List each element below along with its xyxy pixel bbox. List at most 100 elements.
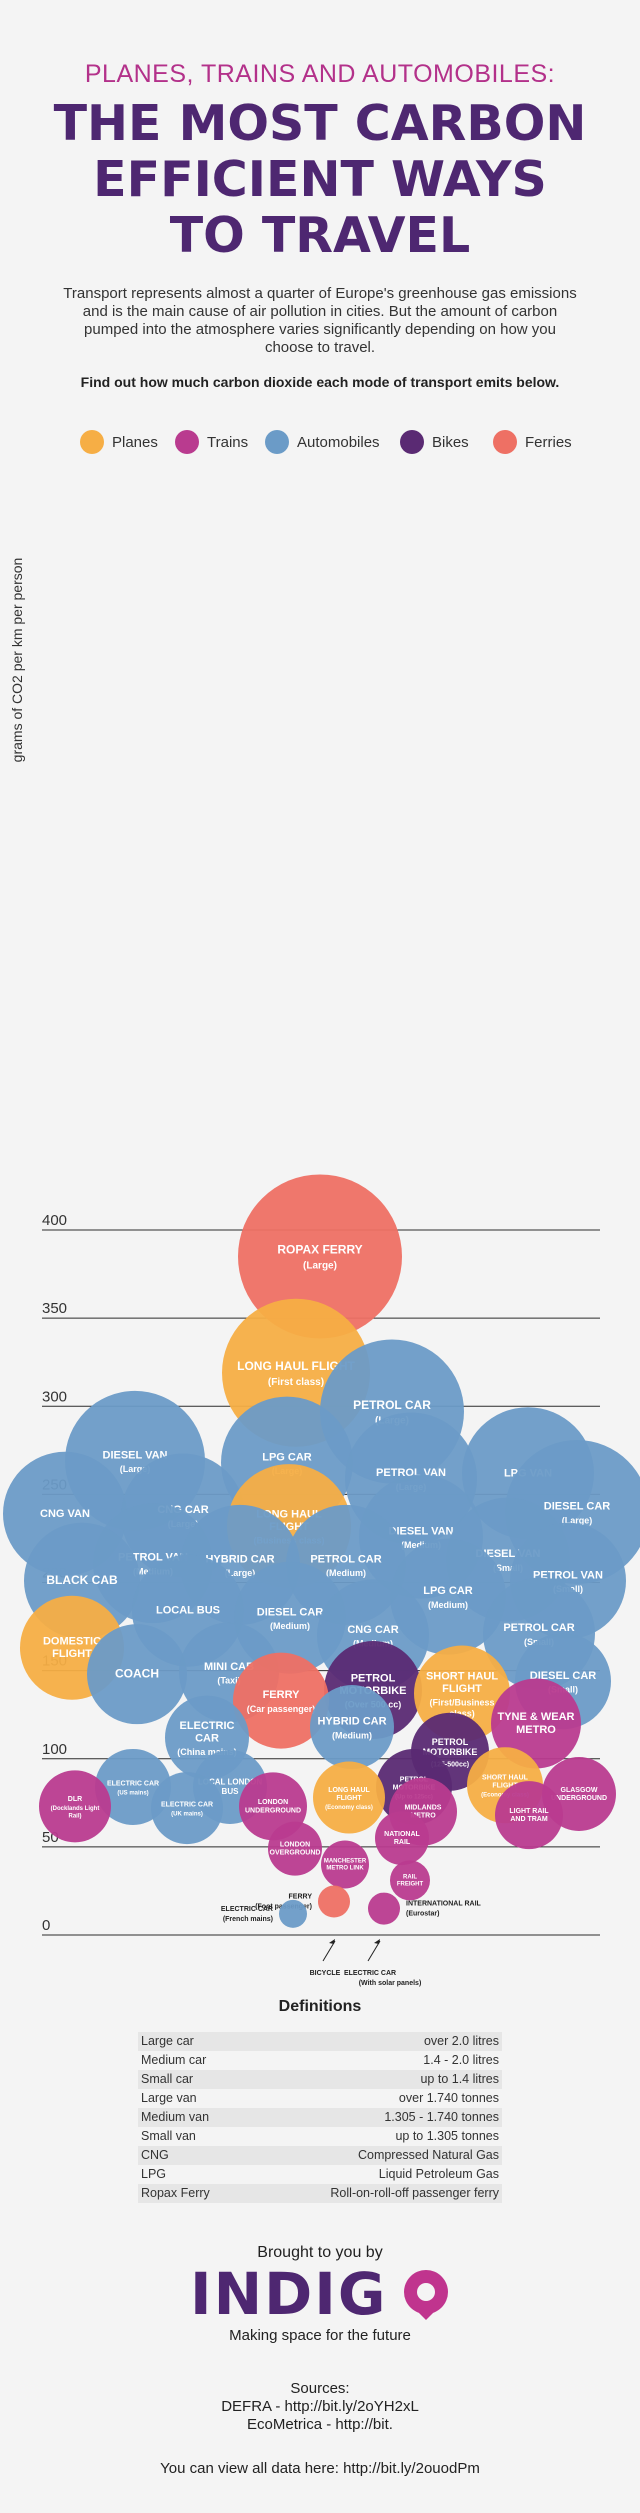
bubble-label: ELECTRIC	[180, 1720, 235, 1732]
bubble-circle	[321, 1840, 369, 1889]
bubble-sublabel: (Large)	[120, 1464, 151, 1474]
bubble-ropax-ferry-large: ROPAX FERRY (Large)	[238, 1174, 402, 1339]
bubble-label: FLIGHT	[442, 1683, 482, 1695]
bubble-label: PETROL	[432, 1737, 469, 1747]
definition-term: CNG	[141, 2148, 169, 2162]
bubble-circle	[375, 1811, 429, 1866]
bubble-circle	[233, 1652, 329, 1749]
bubble-label: INTERNATIONAL RAIL	[406, 1901, 482, 1908]
bubble-sublabel: class)	[449, 1709, 475, 1719]
bubble-bicycle: BICYCLE	[310, 1939, 341, 1977]
definition-term: Small van	[141, 2129, 196, 2143]
bubble-label: ELECTRIC CAR	[221, 1906, 273, 1913]
legend-item-automobiles: Automobiles	[265, 430, 380, 454]
definition-term: Small car	[141, 2072, 194, 2086]
title-line-3: TO TRAVEL	[169, 207, 471, 264]
bubble-sublabel: (Taxi)	[217, 1676, 240, 1686]
definition-value: 1.305 - 1.740 tonnes	[384, 2110, 499, 2124]
bubble-international-rail-eurostar: INTERNATIONAL RAIL (Eurostar)	[368, 1892, 482, 1925]
bubble-sublabel: (Eurostar)	[406, 1911, 439, 1918]
definition-row: Small car up to 1.4 litres	[138, 2070, 502, 2089]
bubble-sublabel: (Medium)	[332, 1730, 372, 1740]
bubble-sublabel: (Economy class)	[325, 1805, 373, 1811]
arrow-icon	[374, 1939, 380, 1944]
view-all-data[interactable]: You can view all data here: http://bit.l…	[160, 2460, 480, 2477]
bubble-sublabel: (UK mains)	[171, 1811, 203, 1817]
bubble-electric-car-uk-mains: ELECTRIC CAR (UK mains)	[151, 1772, 223, 1845]
legend-item-bikes: Bikes	[400, 430, 469, 454]
legend-swatch	[175, 430, 199, 454]
bubble-label: ROPAX FERRY	[277, 1243, 362, 1257]
bubble-sublabel: (Small)	[493, 1563, 523, 1573]
bubble-label: LONG HAUL	[328, 1787, 370, 1794]
bubble-label: LOCAL BUS	[156, 1605, 220, 1617]
definition-row: Large van over 1.740 tonnes	[138, 2089, 502, 2108]
definition-term: Ropax Ferry	[141, 2186, 210, 2200]
bubble-label: DIESEL CAR	[544, 1501, 610, 1513]
bubble-label: SHORT HAUL	[482, 1774, 529, 1781]
bubble-label: UNDERGROUND	[245, 1807, 301, 1814]
definition-value: Compressed Natural Gas	[357, 2148, 499, 2162]
definition-term: Large van	[141, 2091, 197, 2105]
definition-term: Medium car	[141, 2053, 207, 2067]
intro-text: Transport represents almost a quarter of…	[63, 285, 577, 356]
bubble-label: MANCHESTER	[324, 1859, 367, 1865]
pointer-line	[367, 1940, 381, 1962]
sources-title: Sources:	[290, 2380, 350, 2397]
bubble-sublabel: (First/Business	[429, 1698, 494, 1708]
bubble-sublabel: (Car passenger)	[247, 1704, 316, 1714]
bubble-label: NATIONAL	[384, 1831, 420, 1838]
bubble-label: COACH	[115, 1666, 159, 1680]
bubble-label: LONG HAUL FLIGHT	[237, 1359, 355, 1373]
bubble-sublabel: (Large)	[225, 1568, 256, 1578]
legend-label: Ferries	[525, 433, 572, 451]
bubble-label: TYNE & WEAR	[498, 1711, 575, 1723]
bubble-label: DLR	[68, 1796, 82, 1803]
bubble-hybrid-car-medium: HYBRID CAR (Medium)	[310, 1685, 394, 1770]
bubble-electric-car-french-mains: ELECTRIC CAR (French mains)	[221, 1899, 307, 1928]
definition-row: CNG Compressed Natural Gas	[138, 2146, 502, 2165]
bubble-label: FLIGHT	[336, 1795, 362, 1802]
bubble-label: SHORT HAUL	[426, 1670, 498, 1682]
sources: Sources: DEFRA - http://bit.ly/2oYH2xL E…	[0, 2380, 640, 2434]
source-defra[interactable]: DEFRA - http://bit.ly/2oYH2xL	[221, 2398, 419, 2415]
bubble-label: PETROL CAR	[353, 1398, 431, 1412]
y-tick-label: 100	[42, 1741, 67, 1758]
legend-item-ferries: Ferries	[493, 430, 572, 454]
bubble-label: DIESEL VAN	[103, 1450, 168, 1462]
definition-value: up to 1.4 litres	[420, 2072, 499, 2086]
bubble-sublabel: (125-500cc)	[431, 1762, 469, 1769]
source-ecometrica[interactable]: EcoMetrica - http://bit.	[247, 2416, 393, 2433]
bubble-electric-car-with-solar-panels: ELECTRIC CAR (With solar panels)	[344, 1939, 421, 1987]
legend-swatch	[80, 430, 104, 454]
bubble-label: LONDON	[258, 1799, 288, 1806]
bubble-chart: 050100150200250300350400grams of CO2 per…	[3, 558, 640, 1987]
bubble-sublabel: (China mains)	[177, 1747, 237, 1757]
bubble-label: PETROL CAR	[310, 1554, 381, 1566]
bubble-circle	[310, 1685, 394, 1770]
bubble-label: LPG CAR	[423, 1585, 473, 1597]
y-tick-label: 300	[42, 1388, 67, 1405]
bubble-label: LPG CAR	[262, 1451, 312, 1463]
legend-label: Planes	[112, 433, 158, 451]
kicker-title: PLANES, TRAINS AND AUTOMOBILES:	[84, 60, 556, 88]
bubble-label: MINI CAB	[204, 1661, 254, 1673]
definition-value: over 1.740 tonnes	[398, 2091, 499, 2105]
svg-text:INDIG: INDIG	[190, 2262, 387, 2322]
bubble-label: AND TRAM	[510, 1816, 547, 1823]
legend-item-planes: Planes	[80, 430, 158, 454]
definition-row: LPG Liquid Petroleum Gas	[138, 2165, 502, 2184]
bubble-sublabel: (US mains)	[117, 1790, 148, 1796]
definition-term: Large car	[141, 2034, 194, 2048]
main-title: THE MOST CARBON EFFICIENT WAYS TO TRAVEL	[40, 96, 600, 264]
bubble-label: PETROL VAN	[533, 1569, 603, 1581]
bubble-label: METRO	[516, 1724, 556, 1736]
bubble-label: LOCAL LONDON	[198, 1778, 263, 1787]
bubble-label: GLASGOW	[561, 1787, 598, 1794]
definition-row: Medium van 1.305 - 1.740 tonnes	[138, 2108, 502, 2127]
